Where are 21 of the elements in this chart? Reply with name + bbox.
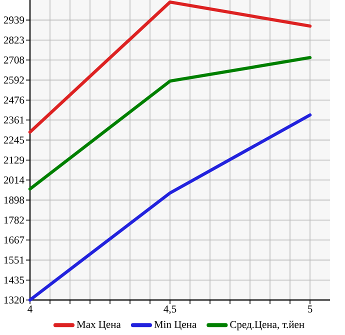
- y-tick-label: 2129: [4, 156, 24, 164]
- y-tick-label: 2939: [4, 16, 24, 24]
- x-tick-label: 4,5: [164, 306, 176, 314]
- legend-label: Max Цена: [76, 320, 121, 330]
- y-tick-label: 1435: [4, 276, 24, 284]
- y-tick-label: 1667: [4, 236, 24, 244]
- y-tick-label: 2014: [4, 176, 24, 184]
- legend-label: Min Цена: [154, 320, 196, 330]
- y-tick-label: 1898: [4, 196, 24, 204]
- y-tick-label: 1782: [4, 216, 24, 224]
- y-tick-label: 1320: [4, 296, 24, 304]
- y-tick-label: 2708: [4, 56, 24, 64]
- y-tick-label: 1551: [4, 256, 24, 264]
- legend-label: Сред.Цена, т.йен: [230, 320, 304, 330]
- x-tick-label: 5: [308, 306, 312, 313]
- x-tick-label: 4: [28, 306, 32, 312]
- y-tick-label: 2592: [4, 76, 24, 84]
- y-tick-label: 2476: [4, 96, 24, 104]
- y-tick-label: 2823: [4, 36, 24, 44]
- y-tick-label: 2245: [4, 136, 24, 144]
- y-tick-label: 2361: [4, 116, 24, 124]
